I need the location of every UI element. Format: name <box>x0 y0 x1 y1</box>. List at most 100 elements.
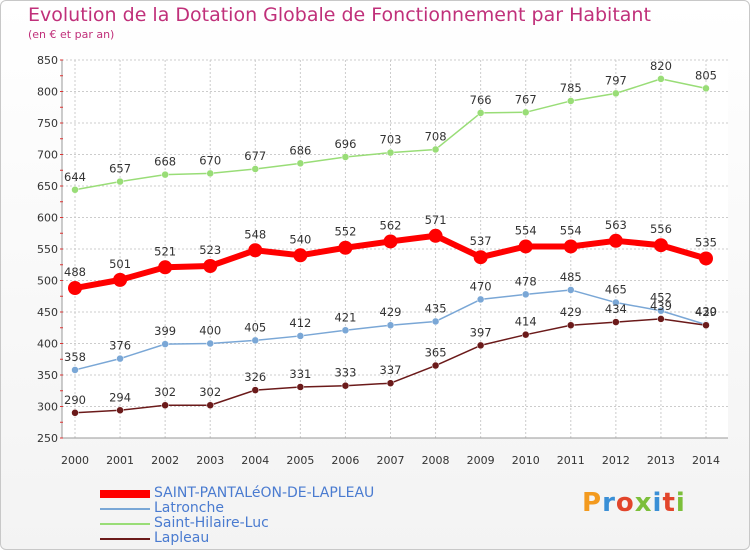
data-label: 333 <box>334 366 356 380</box>
x-tick-label: 2002 <box>151 454 179 467</box>
x-tick-label: 2012 <box>602 454 630 467</box>
data-point <box>116 354 124 363</box>
data-point <box>431 361 440 370</box>
data-point <box>386 148 395 157</box>
data-point <box>521 290 530 299</box>
legend-item: SAINT-PANTALéON-DE-LAPLEAU <box>100 486 374 501</box>
x-tick-label: 2000 <box>61 454 89 467</box>
data-point <box>567 321 575 329</box>
data-label: 331 <box>289 367 311 381</box>
y-tick-label: 700 <box>37 149 58 162</box>
data-label: 470 <box>470 279 492 293</box>
data-point <box>296 383 305 391</box>
data-point <box>518 239 533 254</box>
data-label: 452 <box>650 291 672 305</box>
data-point <box>161 170 169 179</box>
y-tick-label: 650 <box>37 180 58 193</box>
data-label: 430 <box>695 305 717 319</box>
data-label: 439 <box>650 299 672 313</box>
data-label: 405 <box>244 320 266 334</box>
y-tick-label: 600 <box>37 212 58 225</box>
data-label: 540 <box>289 232 311 246</box>
data-point <box>612 318 620 326</box>
x-tick-label: 2003 <box>196 454 224 467</box>
data-label: 400 <box>199 324 221 338</box>
data-label: 412 <box>289 316 311 330</box>
y-tick-label: 300 <box>37 401 58 414</box>
data-label: 429 <box>695 305 717 319</box>
data-point <box>71 366 79 374</box>
data-point <box>521 108 530 117</box>
data-label: 571 <box>425 213 447 227</box>
data-label: 326 <box>244 370 266 384</box>
data-label: 563 <box>605 218 627 232</box>
data-point <box>71 409 79 417</box>
data-point <box>116 177 124 186</box>
data-point <box>206 339 214 348</box>
data-point <box>657 75 665 83</box>
data-point <box>341 381 350 390</box>
data-point <box>476 295 485 304</box>
data-label: 435 <box>425 301 447 315</box>
data-label: 429 <box>560 305 582 319</box>
data-point <box>161 401 169 409</box>
data-label: 677 <box>244 149 266 163</box>
data-point <box>296 159 305 168</box>
data-point <box>338 240 353 255</box>
data-label: 554 <box>515 223 537 237</box>
chart-title: Evolution de la Dotation Globale de Fonc… <box>28 4 651 26</box>
data-label: 429 <box>380 305 402 319</box>
y-tick-label: 800 <box>37 86 58 99</box>
data-point <box>206 169 214 178</box>
data-label: 290 <box>64 393 86 407</box>
x-tick-label: 2014 <box>692 454 720 467</box>
data-point <box>657 306 665 315</box>
data-point <box>248 243 263 258</box>
legend-label: Saint-Hilaire-Luc <box>154 515 269 531</box>
data-label: 501 <box>109 257 131 271</box>
data-point <box>71 186 79 194</box>
y-tick-label: 450 <box>37 306 58 319</box>
data-label: 421 <box>334 310 356 324</box>
data-point <box>341 153 350 161</box>
data-label: 488 <box>64 265 86 279</box>
data-label: 485 <box>560 270 582 284</box>
data-label: 302 <box>154 385 176 399</box>
data-label: 562 <box>380 218 402 232</box>
data-label: 644 <box>64 170 86 184</box>
data-label: 554 <box>560 223 582 237</box>
y-tick-label: 750 <box>37 117 58 130</box>
data-point <box>251 386 260 394</box>
x-tick-label: 2001 <box>106 454 134 467</box>
data-point <box>653 238 668 253</box>
legend-label: SAINT-PANTALéON-DE-LAPLEAU <box>154 485 375 501</box>
data-label: 434 <box>605 302 627 316</box>
data-label: 785 <box>560 81 582 95</box>
legend-item: Lapleau <box>100 531 374 546</box>
data-label: 414 <box>515 315 537 329</box>
data-label: 548 <box>244 227 266 241</box>
data-point <box>702 84 710 93</box>
data-label: 478 <box>515 274 537 288</box>
legend-swatch <box>100 522 150 525</box>
data-point <box>702 321 710 329</box>
legend-item: Latronche <box>100 501 374 516</box>
data-label: 337 <box>380 363 402 377</box>
data-label: 358 <box>64 350 86 364</box>
data-point <box>386 379 395 387</box>
data-label: 767 <box>515 92 537 106</box>
y-tick-label: 550 <box>37 243 58 256</box>
x-tick-label: 2010 <box>512 454 540 467</box>
data-label: 523 <box>199 243 221 257</box>
data-point <box>612 298 620 307</box>
data-label: 696 <box>334 137 356 151</box>
data-label: 365 <box>425 346 447 360</box>
data-label: 797 <box>605 73 627 87</box>
proxiti-logo: Proxiti <box>582 488 686 518</box>
x-tick-label: 2005 <box>286 454 314 467</box>
data-point <box>608 233 623 248</box>
data-label: 537 <box>470 234 492 248</box>
data-label: 703 <box>380 133 402 147</box>
data-point <box>428 228 443 243</box>
data-point <box>203 259 218 274</box>
